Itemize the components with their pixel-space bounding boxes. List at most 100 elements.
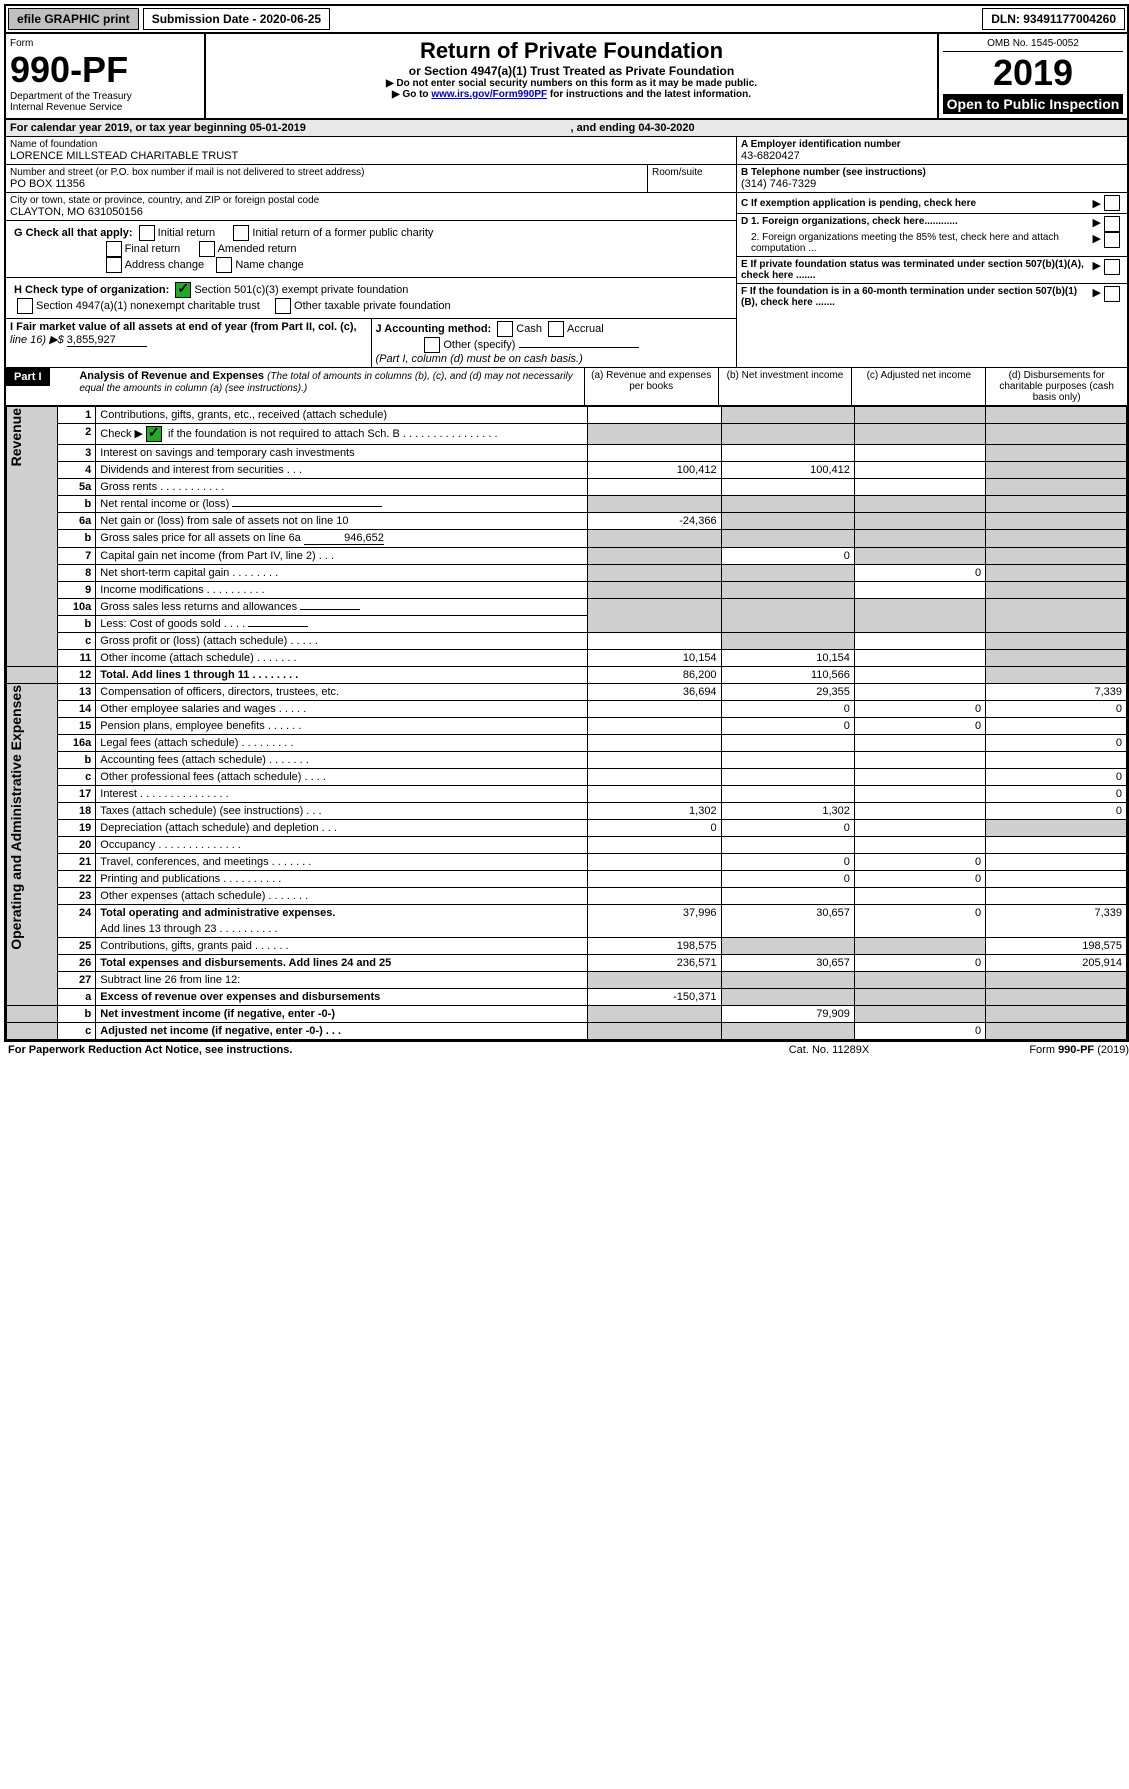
line-4: Dividends and interest from securities .… [96, 462, 588, 479]
line-11: Other income (attach schedule) . . . . .… [96, 650, 588, 667]
line-23: Other expenses (attach schedule) . . . .… [96, 888, 588, 905]
line-16c-no: c [58, 769, 96, 786]
g-section: G Check all that apply: Initial return I… [6, 221, 736, 278]
line-12-a: 86,200 [588, 667, 722, 684]
line-20-no: 20 [58, 837, 96, 854]
checkbox-other-method[interactable] [424, 337, 440, 353]
ein-label: A Employer identification number [741, 139, 1123, 150]
line-22-b: 0 [721, 871, 854, 888]
line-16b-no: b [58, 752, 96, 769]
line-8: Net short-term capital gain . . . . . . … [96, 565, 588, 582]
line-10a: Gross sales less returns and allowances [100, 601, 297, 613]
e-label: E If private foundation status was termi… [741, 259, 1093, 281]
goto-line: ▶ Go to www.irs.gov/Form990PF for instru… [214, 89, 929, 100]
line-5a-no: 5a [58, 479, 96, 496]
line-13-d: 7,339 [986, 684, 1127, 701]
line-23-no: 23 [58, 888, 96, 905]
line-24-d: 7,339 [986, 905, 1127, 938]
checkbox-d2[interactable] [1104, 232, 1120, 248]
line-13-b: 29,355 [721, 684, 854, 701]
checkbox-4947[interactable] [17, 298, 33, 314]
form-subtitle: or Section 4947(a)(1) Trust Treated as P… [214, 64, 929, 78]
line-13-no: 13 [58, 684, 96, 701]
checkbox-d1[interactable] [1104, 216, 1120, 232]
opt-cash: Cash [516, 323, 542, 335]
checkbox-other-taxable[interactable] [275, 298, 291, 314]
line-24b: Add lines 13 through 23 . . . . . . . . … [96, 921, 588, 938]
opt-other-method: Other (specify) [443, 339, 515, 351]
line-6b: Gross sales price for all assets on line… [100, 532, 301, 544]
checkbox-e[interactable] [1104, 259, 1120, 275]
checkbox-schb[interactable] [146, 426, 162, 442]
opt-initial: Initial return [158, 227, 215, 239]
line-26: Total expenses and disbursements. Add li… [96, 955, 588, 972]
line-6b-val: 946,652 [304, 532, 384, 545]
checkbox-initial-former[interactable] [233, 225, 249, 241]
checkbox-accrual[interactable] [548, 321, 564, 337]
line-27c-c: 0 [854, 1023, 985, 1040]
line-15: Pension plans, employee benefits . . . .… [96, 718, 588, 735]
instructions-link[interactable]: www.irs.gov/Form990PF [431, 89, 547, 100]
checkbox-initial-return[interactable] [139, 225, 155, 241]
line-3-no: 3 [58, 445, 96, 462]
line-6a: Net gain or (loss) from sale of assets n… [96, 513, 588, 530]
line-7-no: 7 [58, 548, 96, 565]
opt-4947: Section 4947(a)(1) nonexempt charitable … [36, 300, 260, 312]
line-27b: Net investment income (if negative, ente… [96, 1006, 588, 1023]
line-22-no: 22 [58, 871, 96, 888]
line-26-c: 0 [854, 955, 985, 972]
checkbox-final[interactable] [106, 241, 122, 257]
submission-date: Submission Date - 2020-06-25 [143, 8, 330, 30]
col-c-header: (c) Adjusted net income [852, 368, 986, 405]
line-26-a: 236,571 [588, 955, 722, 972]
checkbox-cash[interactable] [497, 321, 513, 337]
line-21-c: 0 [854, 854, 985, 871]
line-21-b: 0 [721, 854, 854, 871]
line-16a-d: 0 [986, 735, 1127, 752]
f-label: F If the foundation is in a 60-month ter… [741, 286, 1093, 308]
line-5b-no: b [58, 496, 96, 513]
line-21: Travel, conferences, and meetings . . . … [96, 854, 588, 871]
part1-table: Revenue 1 Contributions, gifts, grants, … [6, 406, 1127, 1040]
foundation-name: LORENCE MILLSTEAD CHARITABLE TRUST [10, 150, 732, 162]
ein-value: 43-6820427 [741, 150, 1123, 162]
ssn-warning: ▶ Do not enter social security numbers o… [214, 78, 929, 89]
line-14-b: 0 [721, 701, 854, 718]
checkbox-f[interactable] [1104, 286, 1120, 302]
line-12-b: 110,566 [721, 667, 854, 684]
line-6a-a: -24,366 [588, 513, 722, 530]
part1-title: Analysis of Revenue and Expenses [79, 370, 264, 382]
line-21-no: 21 [58, 854, 96, 871]
efile-button[interactable]: efile GRAPHIC print [8, 8, 139, 30]
form-header: Form 990-PF Department of the Treasury I… [6, 34, 1127, 120]
line-14-c: 0 [854, 701, 985, 718]
line-26-d: 205,914 [986, 955, 1127, 972]
revenue-section: Revenue [8, 408, 24, 466]
line-22-c: 0 [854, 871, 985, 888]
form-word: Form [10, 38, 200, 49]
checkbox-name-change[interactable] [216, 257, 232, 273]
checkbox-c[interactable] [1104, 195, 1120, 211]
opt-501c3: Section 501(c)(3) exempt private foundat… [194, 284, 408, 296]
checkbox-amended[interactable] [199, 241, 215, 257]
line-24-a: 37,996 [588, 905, 722, 938]
h-label: H Check type of organization: [14, 284, 169, 296]
line-14: Other employee salaries and wages . . . … [96, 701, 588, 718]
i-label: I Fair market value of all assets at end… [10, 321, 357, 333]
opt-address: Address change [125, 259, 205, 271]
c-label: C If exemption application is pending, c… [741, 198, 1093, 209]
line-11-b: 10,154 [721, 650, 854, 667]
line-27c: Adjusted net income (if negative, enter … [96, 1023, 588, 1040]
line-26-no: 26 [58, 955, 96, 972]
col-b-header: (b) Net investment income [719, 368, 853, 405]
line-1-no: 1 [58, 407, 96, 424]
dept: Department of the Treasury [10, 91, 200, 102]
opt-name: Name change [235, 259, 304, 271]
checkbox-501c3[interactable] [175, 282, 191, 298]
line-12-no: 12 [58, 667, 96, 684]
checkbox-address-change[interactable] [106, 257, 122, 273]
line-4-b: 100,412 [721, 462, 854, 479]
line-22: Printing and publications . . . . . . . … [96, 871, 588, 888]
line-27a-no: a [58, 989, 96, 1006]
opt-other: Other taxable private foundation [294, 300, 451, 312]
